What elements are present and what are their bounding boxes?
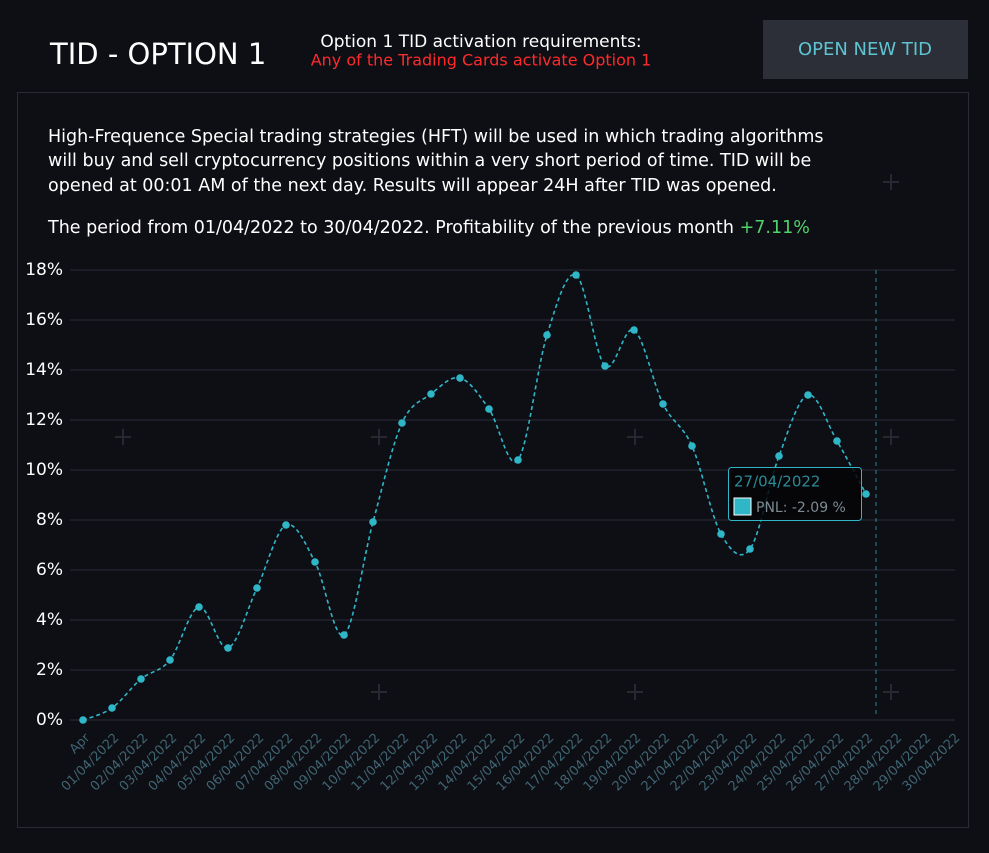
decorations [115, 174, 899, 700]
point [195, 603, 203, 611]
y-tick-label: 0% [36, 710, 63, 730]
period-text: The period from 01/04/2022 to 30/04/2022… [47, 218, 810, 238]
point [340, 631, 348, 639]
point [572, 271, 580, 279]
period: The period from 01/04/2022 to 30/04/2022… [47, 218, 734, 238]
tooltip-box [728, 467, 862, 521]
point [369, 518, 377, 526]
page-title: TID - OPTION 1 [49, 37, 266, 71]
point [427, 390, 435, 398]
y-tick-label: 12% [25, 410, 63, 430]
y-tick-label: 6% [36, 560, 63, 580]
point [688, 442, 696, 450]
y-tick-label: 14% [25, 360, 63, 380]
point [659, 400, 667, 408]
tooltip-swatch [733, 497, 752, 516]
point [833, 437, 841, 445]
point [224, 644, 232, 652]
y-tick-label: 4% [36, 610, 63, 630]
point [746, 545, 754, 553]
button-bg[interactable] [763, 20, 968, 79]
requirements-text: Any of the Trading Cards activate Option… [311, 51, 652, 70]
point [79, 716, 87, 724]
point [311, 558, 319, 566]
tooltip-date: 27/04/2022 [734, 473, 820, 491]
point [253, 584, 261, 592]
tooltip: 27/04/2022 PNL: -2.09 % [728, 467, 862, 521]
point [775, 452, 783, 460]
point [601, 362, 609, 370]
button-label[interactable]: OPEN NEW TID [798, 39, 932, 60]
description-line: will buy and sell cryptocurrency positio… [48, 151, 811, 171]
point [282, 521, 290, 529]
point [717, 530, 725, 538]
open-button[interactable]: OPEN NEW TID [763, 20, 968, 79]
panel [17, 92, 969, 828]
point [804, 391, 812, 399]
requirements-title: Option 1 TID activation requirements: [320, 32, 641, 52]
point [485, 405, 493, 413]
point [456, 374, 464, 382]
tooltip-value: PNL: -2.09 % [756, 500, 846, 516]
description-line: High-Frequence Special trading strategie… [48, 127, 824, 147]
y-tick-label: 16% [25, 310, 63, 330]
point [108, 704, 116, 712]
point [514, 456, 522, 464]
point [398, 419, 406, 427]
description-line: opened at 00:01 AM of the next day. Resu… [48, 176, 777, 196]
y-tick-label: 18% [25, 260, 63, 280]
point [862, 490, 870, 498]
y-tick-label: 10% [25, 460, 63, 480]
point [137, 675, 145, 683]
profitability: +7.11% [740, 218, 810, 238]
point [166, 656, 174, 664]
y-tick-label: 2% [36, 660, 63, 680]
point [543, 331, 551, 339]
y-tick-label: 8% [36, 510, 63, 530]
point [630, 326, 638, 334]
